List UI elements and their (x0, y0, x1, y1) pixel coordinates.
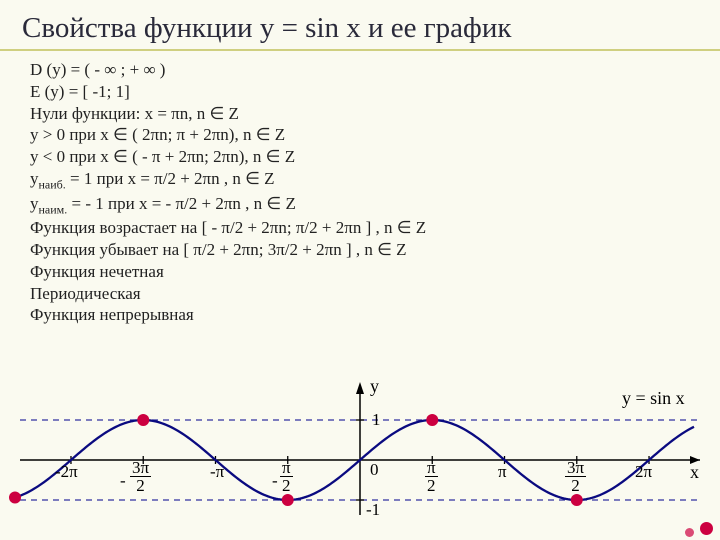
tick--2pi: -2π (55, 462, 78, 482)
tick-1: 1 (372, 410, 381, 430)
prop-line: yнаим. = - 1 при x = - π/2 + 2πn , n ∈ Z (30, 193, 710, 218)
prop-line: y < 0 при x ∈ ( - π + 2πn; 2πn), n ∈ Z (30, 146, 710, 168)
tick-pi2: π2 (425, 459, 438, 496)
tick--1: -1 (366, 500, 380, 520)
decor-bullet (685, 528, 694, 537)
decor-bullet (700, 522, 713, 535)
tick--pi2: - π2 (280, 459, 293, 496)
properties-list: D (y) = ( - ∞ ; + ∞ ) E (y) = [ -1; 1] Н… (0, 51, 720, 326)
prop-line: Функция убывает на [ π/2 + 2πn; 3π/2 + 2… (30, 239, 710, 261)
tick-0: 0 (370, 460, 379, 480)
y-axis-label: y (370, 376, 379, 397)
tick-3pi2: 3π2 (565, 459, 586, 496)
prop-line: Функция непрерывная (30, 304, 710, 326)
prop-line: E (y) = [ -1; 1] (30, 81, 710, 103)
prop-line: D (y) = ( - ∞ ; + ∞ ) (30, 59, 710, 81)
page-title: Свойства функции y = sin x и ее график (0, 0, 720, 51)
prop-line: Функция нечетная (30, 261, 710, 283)
prop-line: y > 0 при x ∈ ( 2πn; π + 2πn), n ∈ Z (30, 124, 710, 146)
tick--3pi2: - 3π2 (130, 459, 151, 496)
prop-line: Нули функции: x = πn, n ∈ Z (30, 103, 710, 125)
x-axis-label: x (690, 462, 699, 483)
prop-line: Периодическая (30, 283, 710, 305)
tick-2pi: 2π (635, 462, 652, 482)
prop-line: yнаиб. = 1 при x = π/2 + 2πn , n ∈ Z (30, 168, 710, 193)
tick-pi: π (498, 462, 507, 482)
prop-line: Функция возрастает на [ - π/2 + 2πn; π/2… (30, 217, 710, 239)
equation-label: y = sin x (622, 388, 685, 409)
tick--pi: -π (210, 462, 224, 482)
